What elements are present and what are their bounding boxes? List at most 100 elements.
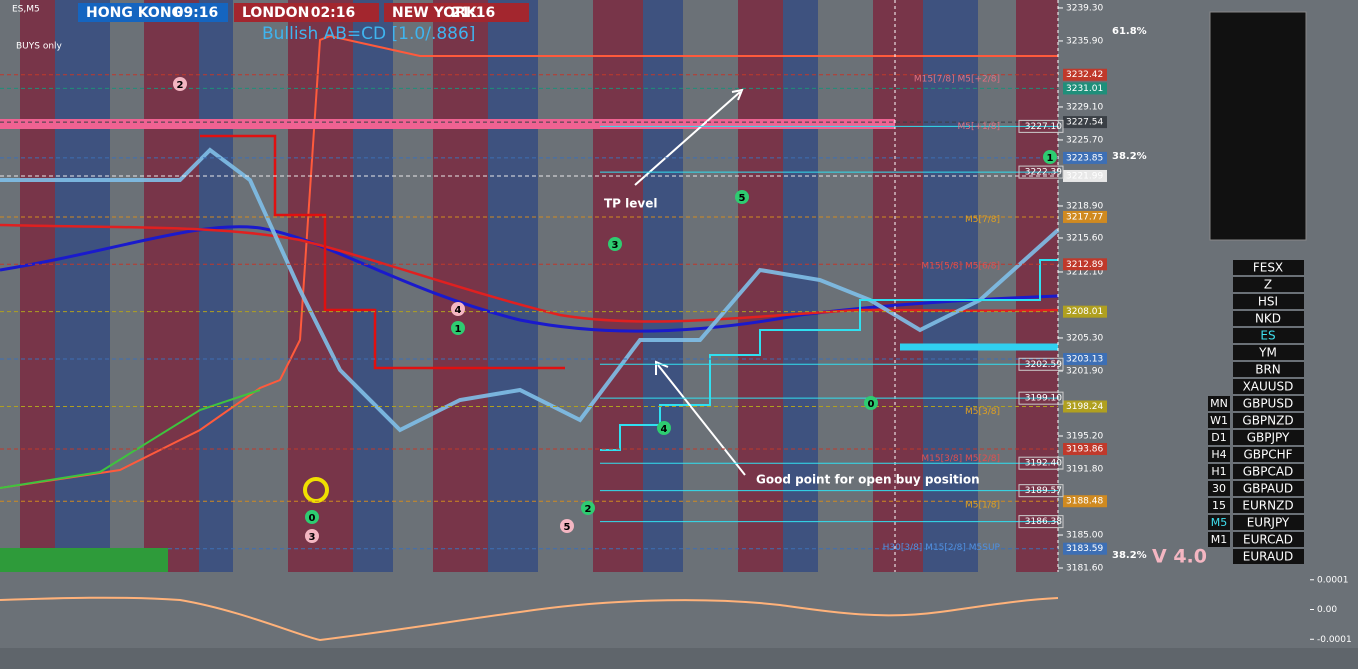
band xyxy=(353,0,393,572)
green-ma xyxy=(0,389,261,489)
clock-time: 02:16 xyxy=(311,5,356,21)
symbol-name: XAUUSD xyxy=(1243,380,1294,394)
symbol-button[interactable] xyxy=(1233,413,1304,428)
symbol-button[interactable] xyxy=(1233,277,1304,292)
clock-time: 21:16 xyxy=(451,5,496,21)
hist-label: 0.00 xyxy=(1317,605,1337,615)
tf-button[interactable] xyxy=(1208,481,1230,496)
wave-dot xyxy=(657,421,671,435)
symbol-button[interactable] xyxy=(1233,430,1304,445)
info-panel xyxy=(1209,11,1307,241)
symbol-button[interactable] xyxy=(1233,498,1304,513)
band xyxy=(923,0,978,572)
wave-dot xyxy=(735,190,749,204)
price-label: 3195.20 xyxy=(1066,432,1103,442)
symbol-button[interactable] xyxy=(1233,481,1304,496)
wave-dot xyxy=(581,501,595,515)
band xyxy=(593,0,643,572)
tf-name: M1 xyxy=(1211,533,1228,546)
symbol-button[interactable] xyxy=(1233,379,1304,394)
annotation: 38.2% xyxy=(1112,550,1147,561)
band xyxy=(0,0,20,572)
wave-dot xyxy=(451,321,465,335)
wave-dot xyxy=(864,396,878,410)
level-box xyxy=(1018,456,1064,470)
symbol-name: NKD xyxy=(1255,312,1281,326)
wave-label: 1 xyxy=(1047,153,1054,164)
wave-label: 0 xyxy=(309,513,316,524)
price-label: 3185.00 xyxy=(1066,531,1103,541)
fib-line xyxy=(0,34,1058,489)
tf-name: W1 xyxy=(1210,414,1228,427)
tf-name: M5 xyxy=(1211,516,1228,529)
level-box xyxy=(1018,119,1064,133)
level-box xyxy=(1018,515,1064,529)
tf-button[interactable] xyxy=(1208,532,1230,547)
symbol-name: BRN xyxy=(1255,363,1281,377)
symbol-button[interactable] xyxy=(1233,549,1304,564)
clock-time: 09:16 xyxy=(174,5,219,21)
symbol-button[interactable] xyxy=(1233,447,1304,462)
wave-label: 4 xyxy=(661,424,668,435)
tf-button[interactable] xyxy=(1208,413,1230,428)
wave-label: 4 xyxy=(455,305,462,316)
tf-button[interactable] xyxy=(1208,515,1230,530)
tf-button[interactable] xyxy=(1208,498,1230,513)
wave-label: 1 xyxy=(455,324,462,335)
wave-label: 2 xyxy=(585,504,592,515)
clock-box xyxy=(78,3,228,22)
symbol-name: GBPNZD xyxy=(1242,414,1293,428)
symbol-button[interactable] xyxy=(1233,294,1304,309)
symbol-button[interactable] xyxy=(1233,260,1304,275)
wave-label: 3 xyxy=(309,532,316,543)
wave-dot xyxy=(451,302,465,316)
price-marker xyxy=(1063,68,1107,81)
symbol-button[interactable] xyxy=(1233,396,1304,411)
symbol-button[interactable] xyxy=(1233,328,1304,343)
marker-label: 3223.85 xyxy=(1066,153,1103,163)
tf-name: 15 xyxy=(1212,499,1226,512)
indicator-lines xyxy=(0,0,1060,572)
band xyxy=(1016,0,1058,572)
price-marker xyxy=(1063,151,1107,164)
symbol-button[interactable] xyxy=(1233,464,1304,479)
price-label: 3235.90 xyxy=(1066,36,1103,46)
marker-label: 3227.54 xyxy=(1066,118,1103,128)
wave-dot xyxy=(560,519,574,533)
tf-name: MN xyxy=(1210,397,1228,410)
symbol-name: EURAUD xyxy=(1243,550,1293,564)
tf-button[interactable] xyxy=(1208,430,1230,445)
tf-button[interactable] xyxy=(1208,447,1230,462)
symbol-button[interactable] xyxy=(1233,345,1304,360)
symbol-button[interactable] xyxy=(1233,532,1304,547)
murrey-label: H30[3/8] M15[2/8] M5SUP xyxy=(883,543,1001,553)
pattern: Bullish AB=CD [1.0/.886] xyxy=(262,24,475,44)
annotation: Good point for open buy position xyxy=(756,473,980,487)
red-ma xyxy=(0,223,1059,323)
wave-dot xyxy=(173,77,187,91)
hist-label: -0.0001 xyxy=(1317,635,1352,645)
price-label: 3212.10 xyxy=(1066,267,1103,277)
symbol-button[interactable] xyxy=(1233,515,1304,530)
tf-name: H4 xyxy=(1211,448,1226,461)
band xyxy=(818,0,873,572)
symbol-name: GBPJPY xyxy=(1247,431,1290,445)
mode: BUYS only xyxy=(16,42,63,52)
tf-button[interactable] xyxy=(1208,464,1230,479)
level-label: 3222.39 xyxy=(1025,168,1062,178)
marker-label: 3203.13 xyxy=(1066,355,1103,365)
symbol-button[interactable] xyxy=(1233,362,1304,377)
band xyxy=(488,0,538,572)
murrey-label: M15[3/8] M5[2/8] xyxy=(921,454,1000,464)
level-box xyxy=(1018,391,1064,405)
symbol-button[interactable] xyxy=(1233,311,1304,326)
price-marker xyxy=(1063,542,1107,555)
tp-arrow xyxy=(634,88,744,186)
price-marker xyxy=(1063,305,1107,318)
marker-label: 3193.86 xyxy=(1066,445,1103,455)
tf-name: H1 xyxy=(1211,465,1226,478)
tf-button[interactable] xyxy=(1208,396,1230,411)
price-label: 3191.80 xyxy=(1066,465,1103,475)
marker-label: 3188.48 xyxy=(1066,497,1103,507)
